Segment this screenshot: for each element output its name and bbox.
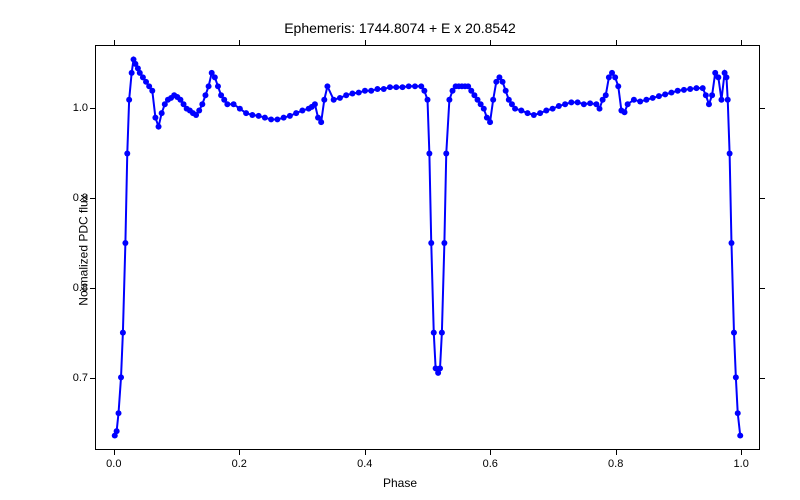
x-tick-mark bbox=[616, 450, 617, 455]
x-axis-label: Phase bbox=[383, 476, 417, 490]
plot-area bbox=[95, 45, 760, 450]
y-tick-mark bbox=[760, 108, 765, 109]
x-tick-label: 0.4 bbox=[357, 458, 372, 470]
x-tick-mark bbox=[365, 40, 366, 45]
y-tick-label: 0.9 bbox=[63, 192, 88, 204]
chart-container: 0.00.20.40.60.81.0 0.70.80.91.0 bbox=[95, 45, 760, 450]
y-tick-mark bbox=[90, 198, 95, 199]
y-tick-mark bbox=[760, 378, 765, 379]
y-tick-mark bbox=[90, 108, 95, 109]
y-tick-mark bbox=[90, 378, 95, 379]
x-tick-mark bbox=[114, 40, 115, 45]
chart-title: Ephemeris: 1744.8074 + E x 20.8542 bbox=[284, 20, 516, 36]
x-tick-mark bbox=[741, 450, 742, 455]
x-tick-mark bbox=[239, 450, 240, 455]
x-tick-label: 0.2 bbox=[232, 458, 247, 470]
x-tick-mark bbox=[616, 40, 617, 45]
y-tick-label: 0.8 bbox=[63, 282, 88, 294]
x-tick-mark bbox=[239, 40, 240, 45]
x-tick-label: 0.0 bbox=[106, 458, 121, 470]
x-tick-label: 0.8 bbox=[608, 458, 623, 470]
y-tick-mark bbox=[760, 198, 765, 199]
y-tick-mark bbox=[760, 288, 765, 289]
x-tick-mark bbox=[490, 40, 491, 45]
x-tick-label: 1.0 bbox=[734, 458, 749, 470]
x-tick-mark bbox=[490, 450, 491, 455]
y-tick-mark bbox=[90, 288, 95, 289]
x-tick-mark bbox=[114, 450, 115, 455]
x-tick-mark bbox=[365, 450, 366, 455]
x-tick-mark bbox=[741, 40, 742, 45]
y-tick-label: 0.7 bbox=[63, 372, 88, 384]
y-tick-label: 1.0 bbox=[63, 102, 88, 114]
x-tick-label: 0.6 bbox=[483, 458, 498, 470]
data-series bbox=[96, 46, 759, 449]
